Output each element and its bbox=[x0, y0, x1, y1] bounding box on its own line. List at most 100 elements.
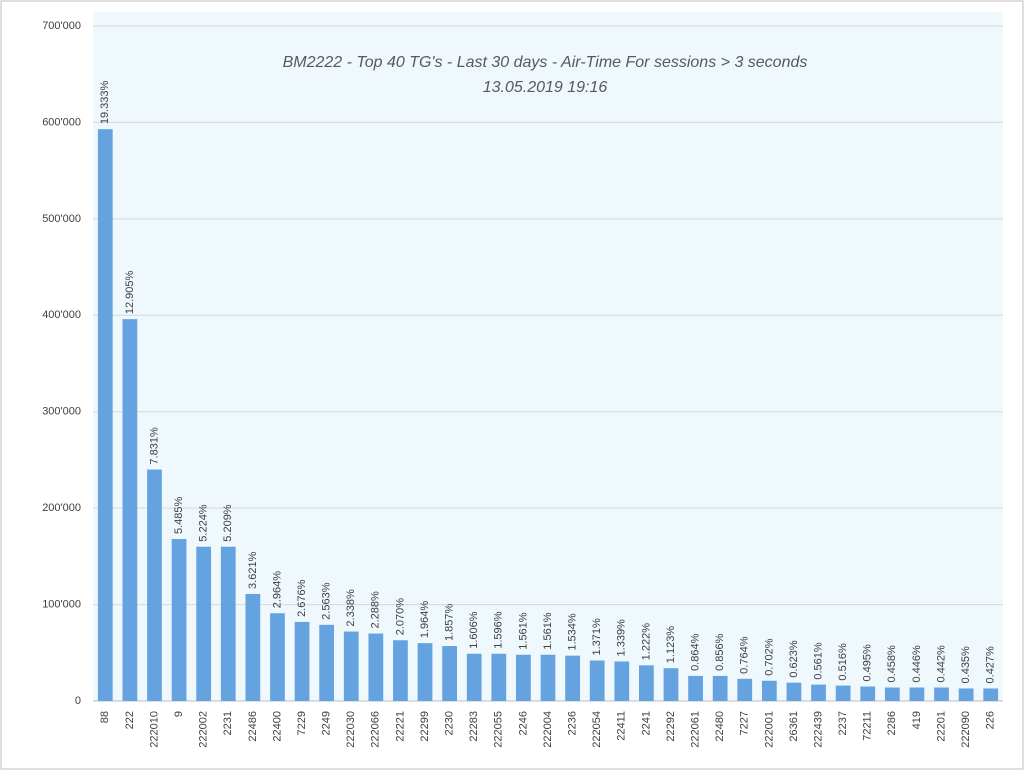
data-label: 1.534% bbox=[567, 613, 579, 651]
bar bbox=[343, 631, 359, 701]
bar bbox=[737, 678, 753, 701]
bar bbox=[368, 633, 384, 701]
x-tick-label: 22480 bbox=[714, 711, 726, 742]
x-tick-label: 22299 bbox=[419, 711, 431, 742]
data-label: 1.371% bbox=[591, 618, 603, 656]
bar bbox=[417, 643, 433, 701]
x-tick-label: 26361 bbox=[788, 711, 800, 742]
data-label: 0.623% bbox=[788, 640, 800, 678]
data-label: 2.676% bbox=[296, 579, 308, 617]
x-tick-label: 88 bbox=[99, 711, 111, 723]
bar bbox=[909, 687, 925, 701]
x-tick-label: 22201 bbox=[935, 711, 947, 742]
bar bbox=[270, 613, 285, 701]
data-label: 0.446% bbox=[911, 645, 923, 683]
data-label: 0.435% bbox=[960, 646, 972, 684]
x-tick-label: 22221 bbox=[394, 711, 406, 742]
x-tick-label: 2237 bbox=[837, 711, 849, 735]
y-tick-label: 400'000 bbox=[42, 309, 81, 321]
data-label: 0.516% bbox=[837, 643, 849, 681]
x-tick-label: 7227 bbox=[739, 711, 751, 735]
x-tick-label: 7229 bbox=[296, 711, 308, 735]
bar bbox=[688, 675, 703, 701]
data-label: 1.606% bbox=[468, 611, 480, 649]
x-tick-label: 222004 bbox=[542, 711, 554, 748]
x-tick-label: 2231 bbox=[222, 711, 234, 735]
x-tick-label: 222030 bbox=[345, 711, 357, 748]
x-tick-label: 222055 bbox=[493, 711, 505, 748]
data-label: 1.561% bbox=[542, 612, 554, 650]
data-label: 12.905% bbox=[124, 270, 136, 314]
data-label: 0.427% bbox=[985, 646, 997, 684]
x-tick-label: 2230 bbox=[444, 711, 456, 735]
x-tick-label: 22283 bbox=[468, 711, 480, 742]
bar bbox=[171, 539, 187, 701]
x-tick-label: 222010 bbox=[148, 711, 160, 748]
data-label: 19.333% bbox=[99, 81, 111, 125]
data-label: 0.495% bbox=[862, 644, 874, 682]
y-tick-label: 200'000 bbox=[42, 502, 81, 514]
bar bbox=[220, 546, 236, 701]
bar bbox=[639, 665, 654, 701]
data-label: 1.339% bbox=[616, 619, 628, 657]
x-tick-label: 222439 bbox=[812, 711, 824, 748]
x-tick-label: 2246 bbox=[517, 711, 529, 735]
bar bbox=[860, 686, 876, 701]
x-tick-label: 2249 bbox=[321, 711, 333, 735]
x-tick-label: 22411 bbox=[616, 711, 628, 741]
data-label: 2.338% bbox=[345, 589, 357, 627]
data-label: 0.864% bbox=[689, 633, 701, 671]
data-label: 0.702% bbox=[763, 638, 775, 676]
data-label: 2.070% bbox=[394, 598, 406, 636]
chart-title: BM2222 - Top 40 TG's - Last 30 days - Ai… bbox=[283, 54, 808, 71]
bar bbox=[442, 646, 457, 701]
data-label: 5.209% bbox=[222, 504, 234, 542]
data-label: 0.458% bbox=[886, 645, 898, 683]
x-tick-label: 72211 bbox=[862, 711, 874, 741]
data-label: 1.123% bbox=[665, 626, 677, 664]
bar bbox=[245, 593, 261, 701]
x-tick-label: 22400 bbox=[271, 711, 283, 742]
y-tick-label: 300'000 bbox=[42, 406, 81, 418]
y-tick-label: 700'000 bbox=[42, 20, 81, 32]
data-label: 0.561% bbox=[812, 642, 824, 680]
bar bbox=[983, 688, 999, 701]
bar bbox=[97, 129, 113, 701]
chart-subtitle: 13.05.2019 19:16 bbox=[483, 79, 608, 96]
y-tick-label: 0 bbox=[75, 695, 81, 707]
bar bbox=[565, 655, 580, 701]
data-label: 7.831% bbox=[148, 427, 160, 465]
x-tick-label: 222090 bbox=[960, 711, 972, 748]
x-tick-label: 22292 bbox=[665, 711, 677, 742]
bar bbox=[811, 684, 826, 701]
bar bbox=[196, 546, 212, 701]
bar bbox=[589, 660, 605, 701]
bar bbox=[835, 685, 851, 701]
x-tick-label: 222002 bbox=[198, 711, 210, 748]
data-label: 0.856% bbox=[714, 633, 726, 671]
bar bbox=[761, 680, 777, 701]
x-tick-label: 419 bbox=[911, 711, 923, 729]
bar bbox=[884, 687, 900, 701]
bar bbox=[122, 319, 138, 701]
y-tick-label: 100'000 bbox=[42, 598, 81, 610]
data-label: 0.442% bbox=[935, 645, 947, 683]
bar bbox=[712, 675, 728, 701]
bar bbox=[786, 682, 802, 701]
x-tick-label: 9 bbox=[173, 711, 185, 717]
bar bbox=[393, 640, 408, 701]
x-tick-label: 222061 bbox=[689, 711, 701, 748]
x-tick-label: 226 bbox=[985, 711, 997, 729]
x-tick-label: 22486 bbox=[247, 711, 259, 742]
y-tick-label: 600'000 bbox=[42, 116, 81, 128]
bar bbox=[466, 653, 482, 701]
bar bbox=[147, 469, 162, 701]
data-label: 1.964% bbox=[419, 601, 431, 639]
x-tick-label: 222054 bbox=[591, 711, 603, 748]
data-label: 5.224% bbox=[198, 504, 210, 542]
data-label: 1.596% bbox=[493, 611, 505, 649]
bar bbox=[294, 621, 310, 701]
data-label: 2.288% bbox=[370, 591, 382, 629]
data-label: 0.764% bbox=[739, 636, 751, 674]
